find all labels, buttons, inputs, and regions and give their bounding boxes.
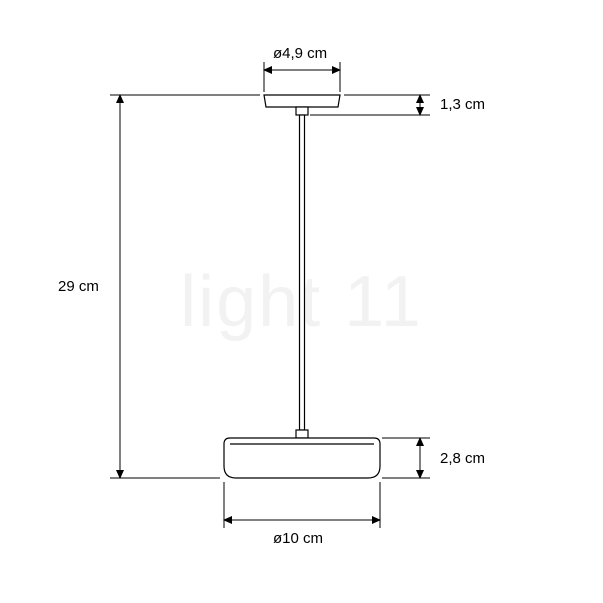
dim-top-diameter — [264, 62, 340, 92]
stem — [300, 115, 305, 430]
lamp-outline — [224, 95, 380, 478]
label-top-height: 1,3 cm — [440, 96, 485, 113]
base-neck — [296, 430, 308, 438]
dim-base-diameter — [224, 482, 380, 528]
label-base-diameter: ø10 cm — [273, 530, 323, 547]
label-base-height: 2,8 cm — [440, 450, 485, 467]
dimension-drawing — [0, 0, 603, 603]
dim-total-height — [110, 95, 260, 478]
top-cap — [264, 95, 340, 107]
dim-base-height — [382, 438, 430, 478]
top-neck — [296, 107, 308, 115]
label-top-diameter: ø4,9 cm — [273, 45, 327, 62]
label-total-height: 29 cm — [58, 278, 99, 295]
